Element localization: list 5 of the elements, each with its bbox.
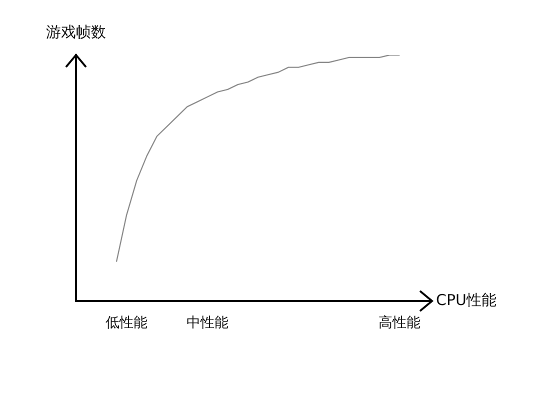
x-axis-title: CPU性能	[436, 291, 496, 310]
x-tick-label: 中性能	[186, 315, 228, 332]
x-tick-label: 低性能	[106, 315, 148, 332]
y-axis-title: 游戏帧数	[46, 23, 106, 42]
x-tick-label: 高性能	[378, 315, 421, 332]
